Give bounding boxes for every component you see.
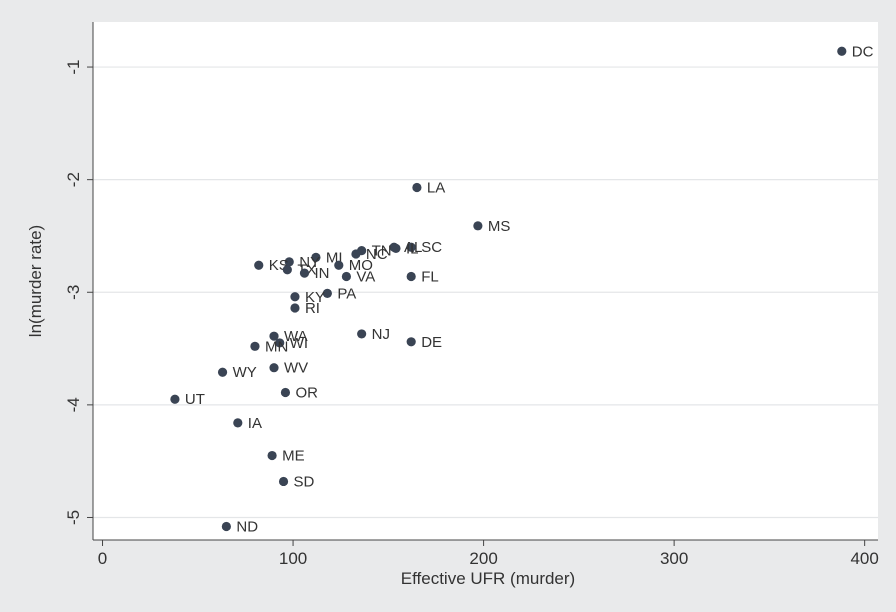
data-point-label: IL: [406, 240, 419, 257]
data-point: [351, 249, 361, 259]
x-tick-label: 400: [850, 549, 878, 568]
data-point: [311, 252, 321, 262]
data-point-label: OR: [295, 384, 318, 401]
data-point-label: ND: [236, 518, 258, 535]
data-points: DCLAMSALSCILTNNCMINYKSMOTXINVAFLPAKYRINJ…: [170, 43, 874, 535]
data-point-label: NJ: [372, 326, 390, 343]
data-point-label: NY: [299, 254, 320, 271]
data-point-label: KY: [305, 289, 325, 306]
x-tick-label: 0: [98, 549, 107, 568]
data-point-label: WA: [284, 328, 308, 345]
data-point: [221, 521, 231, 532]
y-axis-ticks: -1 -2 -3 -4 -5: [64, 59, 93, 525]
data-point-label: MO: [349, 257, 373, 274]
data-point: [267, 450, 277, 461]
gridlines: [93, 66, 878, 519]
data-point: [254, 260, 264, 270]
data-point: [217, 367, 228, 377]
data-point-label: UT: [185, 391, 205, 408]
data-point: [280, 387, 291, 398]
y-tick-label: -5: [64, 510, 83, 525]
data-point: [322, 288, 332, 298]
data-point: [334, 260, 344, 270]
data-point: [357, 329, 367, 339]
x-axis-ticks: 0 100 200 300 400: [98, 540, 879, 568]
data-point-label: SD: [294, 473, 315, 490]
data-point-label: WY: [233, 364, 257, 381]
data-point-label: PA: [337, 285, 356, 302]
data-point: [269, 331, 279, 341]
data-point: [269, 363, 279, 373]
data-point: [284, 257, 294, 267]
data-point: [290, 303, 300, 313]
data-point: [275, 338, 285, 348]
data-point: [250, 341, 260, 351]
data-point-label: VA: [356, 268, 375, 285]
data-point: [278, 476, 289, 487]
x-tick-label: 100: [279, 549, 307, 568]
data-point-label: FL: [421, 268, 439, 285]
data-point: [412, 182, 422, 193]
data-point-label: DC: [852, 43, 874, 60]
data-point-label: IN: [314, 265, 329, 282]
data-point-label: NC: [366, 246, 388, 263]
data-point: [406, 271, 416, 282]
y-tick-label: -1: [64, 59, 83, 74]
y-tick-label: -3: [64, 285, 83, 300]
data-point: [299, 268, 310, 278]
data-point-label: TN: [372, 243, 392, 260]
data-point-label: ME: [282, 448, 305, 465]
data-point-label: RI: [305, 300, 320, 317]
x-tick-label: 300: [660, 549, 688, 568]
data-point: [406, 242, 416, 252]
data-point: [341, 271, 352, 282]
data-point: [282, 265, 292, 275]
data-point-label: LA: [427, 180, 445, 197]
y-axis-title: ln(murder rate): [26, 225, 45, 337]
data-point-label: IA: [248, 415, 262, 432]
data-point: [406, 337, 416, 347]
data-point: [837, 46, 847, 56]
data-point-label: SC: [421, 239, 442, 256]
data-point-label: MN: [265, 338, 288, 355]
data-point: [391, 243, 401, 253]
x-axis-title: Effective UFR (murder): [401, 569, 575, 588]
data-point: [290, 292, 300, 302]
data-point: [473, 221, 483, 231]
y-tick-label: -2: [64, 172, 83, 187]
x-tick-label: 200: [469, 549, 497, 568]
data-point-label: MS: [488, 218, 511, 235]
data-point-label: WI: [290, 335, 308, 352]
data-point-label: WV: [284, 360, 308, 377]
data-point: [170, 394, 180, 404]
data-point: [233, 418, 243, 428]
data-point-label: DE: [421, 334, 442, 351]
y-tick-label: -4: [64, 397, 83, 412]
plot-area: [93, 22, 878, 540]
